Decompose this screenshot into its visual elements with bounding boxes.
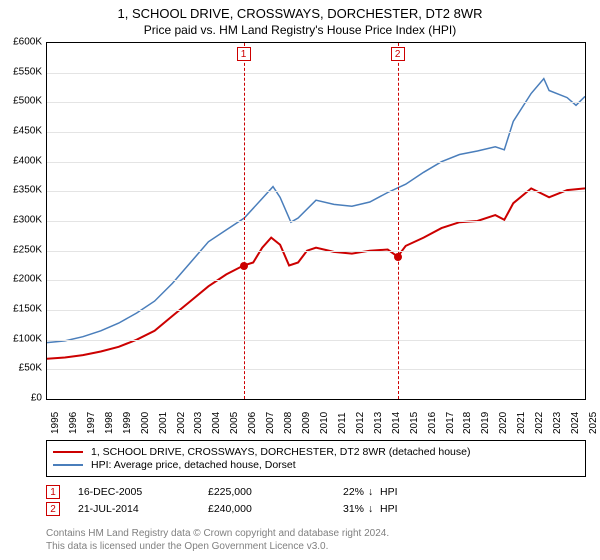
y-tick-label: £0: [31, 393, 42, 404]
x-tick-label: 1995: [50, 412, 61, 434]
series-hpi: [47, 79, 585, 343]
y-tick-label: £600K: [13, 37, 42, 48]
sales-table: 1 16-DEC-2005£225,00022%↓HPI 2 21-JUL-2014£…: [46, 482, 586, 519]
legend-label: HPI: Average price, detached house, Dors…: [91, 459, 296, 471]
gridline: [47, 162, 585, 163]
x-tick-label: 2012: [355, 412, 366, 434]
sale-price: £240,000: [208, 503, 318, 515]
legend: 1, SCHOOL DRIVE, CROSSWAYS, DORCHESTER, …: [46, 440, 586, 477]
x-tick-label: 2023: [552, 412, 563, 434]
x-tick-label: 2002: [176, 412, 187, 434]
chart-container: 1, SCHOOL DRIVE, CROSSWAYS, DORCHESTER, …: [0, 0, 600, 560]
x-tick-label: 2011: [337, 412, 348, 434]
footer: Contains HM Land Registry data © Crown c…: [46, 528, 586, 553]
series-property: [47, 188, 585, 358]
gridline: [47, 221, 585, 222]
x-tick-label: 2020: [498, 412, 509, 434]
x-tick-label: 2016: [427, 412, 438, 434]
y-tick-label: £350K: [13, 185, 42, 196]
footer-line-1: Contains HM Land Registry data © Crown c…: [46, 528, 586, 541]
sale-ref: HPI: [380, 503, 420, 515]
x-tick-label: 1998: [104, 412, 115, 434]
sale-row-marker: 1: [46, 485, 60, 499]
plot-area: 12: [46, 42, 586, 400]
down-arrow-icon: ↓: [368, 486, 380, 498]
legend-row: HPI: Average price, detached house, Dors…: [53, 459, 579, 471]
x-tick-label: 2006: [247, 412, 258, 434]
gridline: [47, 73, 585, 74]
gridline: [47, 191, 585, 192]
gridline: [47, 132, 585, 133]
legend-row: 1, SCHOOL DRIVE, CROSSWAYS, DORCHESTER, …: [53, 446, 579, 458]
x-tick-label: 2021: [516, 412, 527, 434]
sale-row-marker: 2: [46, 502, 60, 516]
y-tick-label: £500K: [13, 96, 42, 107]
gridline: [47, 251, 585, 252]
legend-label: 1, SCHOOL DRIVE, CROSSWAYS, DORCHESTER, …: [91, 446, 470, 458]
x-tick-label: 2000: [140, 412, 151, 434]
footer-line-2: This data is licensed under the Open Gov…: [46, 541, 586, 554]
sale-marker-label: 1: [237, 47, 251, 61]
x-tick-label: 2010: [319, 412, 330, 434]
sale-ref: HPI: [380, 486, 420, 498]
x-tick-label: 2014: [391, 412, 402, 434]
y-tick-label: £450K: [13, 126, 42, 137]
y-tick-label: £150K: [13, 304, 42, 315]
down-arrow-icon: ↓: [368, 503, 380, 515]
x-tick-label: 2019: [480, 412, 491, 434]
gridline: [47, 310, 585, 311]
x-tick-label: 2005: [229, 412, 240, 434]
sale-marker-dot: [394, 253, 402, 261]
chart-title: 1, SCHOOL DRIVE, CROSSWAYS, DORCHESTER, …: [0, 6, 600, 21]
y-tick-label: £250K: [13, 244, 42, 255]
gridline: [47, 340, 585, 341]
chart-subtitle: Price paid vs. HM Land Registry's House …: [0, 23, 600, 37]
legend-swatch: [53, 451, 83, 453]
x-tick-label: 2004: [211, 412, 222, 434]
x-axis-labels: 1995 1996 1997 1998 1999 2000 2001 2002 2003 2004…: [46, 404, 586, 438]
x-tick-label: 2018: [462, 412, 473, 434]
x-tick-label: 2001: [158, 412, 169, 434]
y-tick-label: £300K: [13, 215, 42, 226]
sale-marker-dot: [240, 262, 248, 270]
y-tick-label: £550K: [13, 66, 42, 77]
x-tick-label: 1999: [122, 412, 133, 434]
y-tick-label: £100K: [13, 333, 42, 344]
sale-date: 16-DEC-2005: [78, 486, 208, 498]
x-tick-label: 1997: [86, 412, 97, 434]
sale-date: 21-JUL-2014: [78, 503, 208, 515]
sale-row: 2 21-JUL-2014£240,00031%↓HPI: [46, 502, 586, 516]
title-block: 1, SCHOOL DRIVE, CROSSWAYS, DORCHESTER, …: [0, 0, 600, 37]
x-tick-label: 1996: [68, 412, 79, 434]
y-tick-label: £400K: [13, 155, 42, 166]
x-tick-label: 2009: [301, 412, 312, 434]
x-tick-label: 2025: [588, 412, 599, 434]
sale-pct: 22%: [318, 486, 368, 498]
sale-pct: 31%: [318, 503, 368, 515]
x-tick-label: 2003: [193, 412, 204, 434]
gridline: [47, 280, 585, 281]
x-tick-label: 2015: [409, 412, 420, 434]
x-tick-label: 2017: [445, 412, 456, 434]
y-tick-label: £200K: [13, 274, 42, 285]
sale-marker-line: [244, 43, 245, 399]
legend-swatch: [53, 464, 83, 466]
y-tick-label: £50K: [19, 363, 42, 374]
x-tick-label: 2008: [283, 412, 294, 434]
x-tick-label: 2013: [373, 412, 384, 434]
gridline: [47, 102, 585, 103]
x-tick-label: 2022: [534, 412, 545, 434]
x-tick-label: 2024: [570, 412, 581, 434]
sale-marker-line: [398, 43, 399, 399]
x-tick-label: 2007: [265, 412, 276, 434]
sale-row: 1 16-DEC-2005£225,00022%↓HPI: [46, 485, 586, 499]
y-axis-labels: £0£50K£100K£150K£200K£250K£300K£350K£400…: [0, 42, 44, 400]
sale-marker-label: 2: [391, 47, 405, 61]
sale-price: £225,000: [208, 486, 318, 498]
gridline: [47, 369, 585, 370]
